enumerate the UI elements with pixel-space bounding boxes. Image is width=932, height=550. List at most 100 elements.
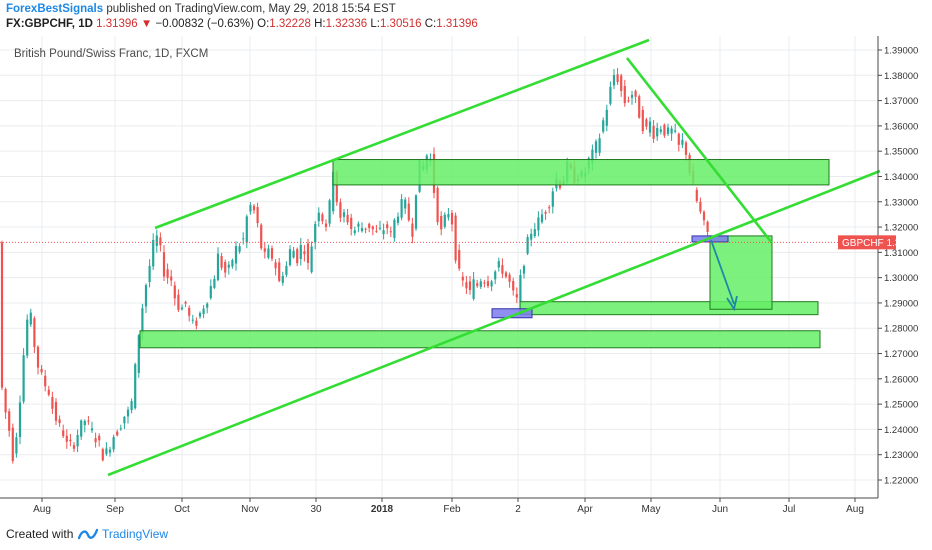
candle-body: [519, 274, 522, 303]
support-zone: [519, 301, 819, 316]
candle-body: [497, 261, 500, 268]
candle-body: [152, 239, 155, 267]
down-arrow-icon: ▼: [140, 18, 153, 30]
candle-body: [659, 129, 662, 132]
low-value: 1.30516: [379, 18, 422, 30]
price-change: −0.00832 (−0.63%): [155, 18, 254, 30]
candle-body: [677, 133, 680, 145]
close-value: 1.31396: [436, 18, 478, 30]
chart-header: ForexBestSignals published on TradingVie…: [0, 0, 932, 36]
candle-body: [224, 262, 227, 273]
candle-body: [260, 224, 263, 249]
publish-info: ForexBestSignals published on TradingVie…: [6, 3, 396, 15]
candle-body: [299, 245, 302, 259]
candle-body: [533, 229, 536, 237]
candle-body: [638, 96, 641, 118]
x-tick-label: 2: [515, 504, 521, 515]
candle-body: [249, 205, 252, 212]
candle-body: [267, 248, 270, 258]
candle-body: [256, 207, 259, 224]
ohlc-legend: FX:GBPCHF, 1D 1.31396 ▼ −0.00832 (−0.63%…: [6, 18, 478, 30]
candle-body: [44, 375, 47, 387]
candle-body: [504, 272, 508, 277]
candle-body: [29, 312, 32, 325]
open-value: 1.32228: [269, 18, 311, 30]
candle-body: [177, 294, 180, 310]
candle-body: [393, 219, 396, 238]
candle-body: [465, 282, 468, 289]
x-tick-label: Feb: [443, 504, 461, 515]
candle-body: [166, 269, 169, 278]
x-tick-label: Nov: [241, 504, 259, 515]
target-box: [709, 235, 773, 310]
candle-body: [108, 449, 112, 453]
candle-body: [501, 265, 504, 274]
candle-body: [360, 228, 364, 232]
price-chart[interactable]: British Pound/Swiss Franc, 1D, FXCM 1.22…: [0, 0, 932, 518]
candle-body: [479, 281, 482, 287]
candle-body: [184, 302, 187, 304]
candle-body: [173, 285, 176, 299]
x-tick-label: Oct: [174, 504, 190, 515]
forecast-arrow-icon: [726, 295, 738, 312]
candle-body: [404, 199, 407, 209]
candle-body: [483, 282, 486, 284]
candle-body: [213, 278, 216, 288]
candle-body: [47, 389, 50, 395]
symbol-label[interactable]: FX:GBPCHF, 1D: [6, 18, 93, 30]
candle-body: [72, 445, 76, 449]
candle-body: [699, 201, 702, 212]
candle-body: [450, 212, 454, 225]
x-tick-label: 30: [310, 504, 322, 515]
candle-body: [26, 319, 29, 356]
candle-body: [342, 212, 346, 217]
y-tick-label: 1.36000: [884, 121, 918, 132]
candle-body: [339, 202, 342, 218]
tradingview-link[interactable]: TradingView: [102, 527, 169, 541]
candle-body: [285, 265, 288, 275]
candle-body: [33, 318, 36, 348]
candle-body: [681, 139, 684, 145]
candle-body: [512, 281, 515, 291]
candle-body: [382, 230, 385, 235]
candle-body: [191, 319, 194, 321]
candle-body: [98, 435, 101, 441]
candle-body: [292, 250, 295, 258]
candle-body: [476, 283, 479, 286]
candle-body: [324, 223, 328, 227]
lower-support-zone: [139, 330, 821, 349]
candle-body: [126, 409, 130, 417]
candle-body: [706, 221, 709, 232]
time-axis[interactable]: Aug Sep Oct Nov 30 2018 Feb 2 Apr May Jun Jul Aug: [33, 498, 864, 515]
candle-body: [594, 141, 598, 153]
candle-body: [101, 449, 104, 461]
candle-body: [346, 214, 349, 223]
candle-body: [220, 256, 223, 268]
candle-body: [83, 420, 86, 426]
y-tick-label: 1.33000: [884, 197, 918, 208]
candle-body: [494, 271, 497, 280]
candle-body: [314, 224, 317, 243]
candle-body: [684, 142, 688, 155]
candle-body: [472, 279, 475, 299]
candle-body: [551, 191, 554, 207]
candle-body: [245, 216, 248, 243]
candle-body: [407, 203, 410, 221]
candle-body: [537, 217, 540, 231]
candle-body: [515, 294, 518, 298]
candle-body: [58, 419, 61, 424]
candle-body: [368, 223, 371, 229]
candle-body: [54, 401, 58, 421]
candle-body: [627, 100, 630, 102]
price-axis[interactable]: 1.22000 1.23000 1.24000 1.25000 1.26000 1.270…: [878, 46, 918, 487]
close-label: C:: [424, 18, 437, 30]
candle-body: [645, 119, 648, 127]
candle-body: [155, 235, 158, 246]
candle-body: [94, 438, 97, 443]
candle-body: [65, 435, 68, 442]
candle-body: [188, 307, 191, 316]
candle-body: [652, 125, 655, 139]
y-tick-label: 1.22000: [884, 476, 918, 487]
publisher-link[interactable]: ForexBestSignals: [6, 3, 104, 15]
chart-title: British Pound/Swiss Franc, 1D, FXCM: [14, 48, 208, 60]
